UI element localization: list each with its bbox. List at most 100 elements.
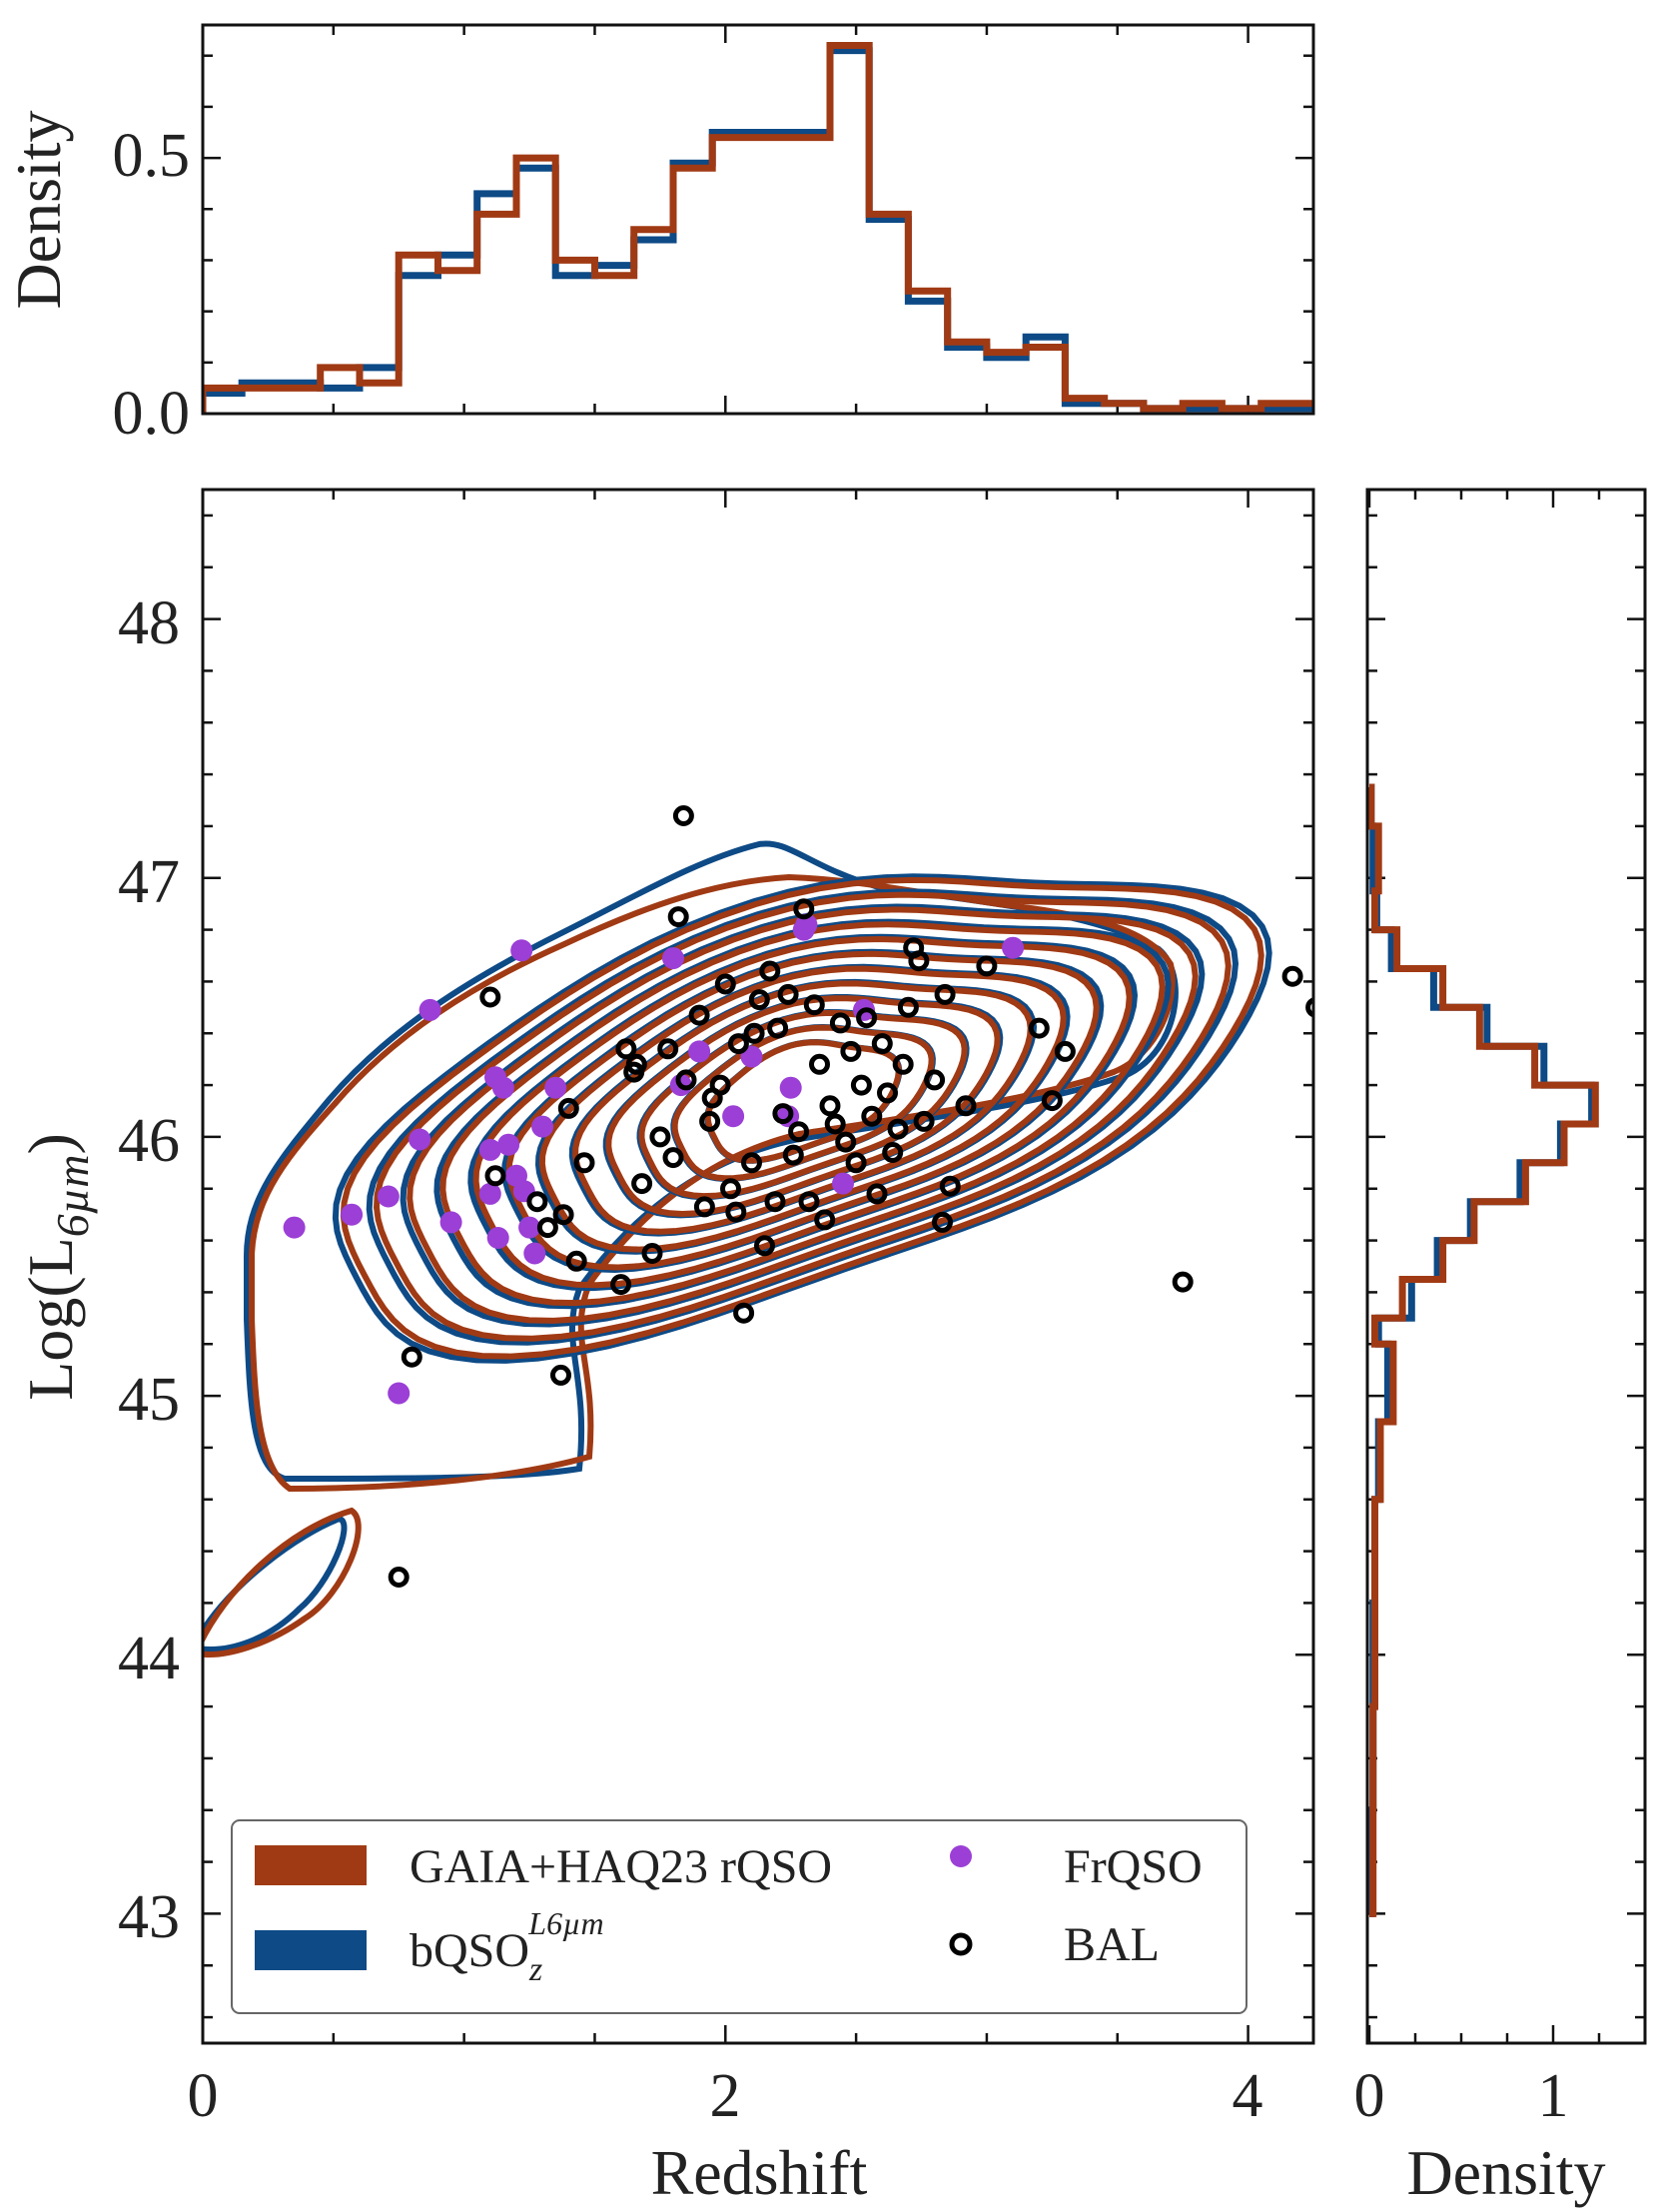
bal-point [725, 1201, 747, 1223]
frqso-point [377, 1185, 400, 1208]
legend-bal-marker [949, 1932, 973, 1956]
scatter-points [283, 805, 1313, 1588]
frqso-point [341, 1203, 364, 1226]
bal-point [798, 1191, 820, 1213]
frqso-point [439, 1211, 462, 1234]
main-ytick-label: 48 [118, 589, 180, 657]
main-ytick-label: 44 [118, 1625, 180, 1692]
legend-frqso-label: FrQSO [1064, 1840, 1203, 1893]
bal-point [782, 1144, 804, 1166]
kde-contours [203, 840, 1272, 1658]
bal-point [866, 1183, 888, 1205]
top-ylabel: Density [3, 110, 74, 309]
bal-point [759, 960, 781, 982]
frqso-point [497, 1133, 520, 1156]
top-axis-ticks [201, 25, 1313, 416]
bal-point [1281, 965, 1303, 987]
bal-point [861, 1105, 883, 1127]
bal-point [976, 955, 998, 977]
legend-rqso-label: GAIA+HAQ23 rQSO [410, 1840, 832, 1893]
rqso-contour [373, 891, 1232, 1342]
bal-point [913, 1110, 935, 1132]
bal-point [693, 1196, 715, 1218]
bal-point [484, 1165, 506, 1187]
bal-point [743, 1022, 765, 1044]
bal-point [649, 1126, 671, 1148]
bal-point [871, 1033, 893, 1055]
main-axis-ticks [201, 490, 1313, 2043]
frqso-point [478, 1138, 501, 1161]
bal-point [777, 983, 799, 1005]
bal-point [675, 1069, 697, 1091]
rqso-contour [203, 1507, 362, 1658]
right-histogram-series [1367, 783, 1599, 1917]
main-xlabel: Redshift [651, 2137, 868, 2208]
bal-point [536, 1217, 558, 1239]
bal-point [877, 1082, 898, 1104]
bal-point [829, 1012, 851, 1034]
bal-point [845, 1152, 867, 1174]
bal-point [835, 1131, 857, 1153]
bal-point [662, 1147, 684, 1169]
top-ytick-label: 0.5 [113, 122, 191, 190]
bal-point [814, 1209, 836, 1231]
legend-bqso-label: bQSOzL6µm [410, 1905, 604, 1988]
frqso-point [531, 1115, 554, 1138]
bal-point [688, 1004, 710, 1026]
bal-point [479, 986, 501, 1008]
frqso-point [662, 947, 684, 970]
rqso-contour [407, 906, 1199, 1324]
frqso-point [523, 1242, 546, 1265]
bal-point [631, 1173, 653, 1195]
bqso-contour [332, 873, 1272, 1364]
legend-bqso-swatch [255, 1930, 367, 1970]
bal-point [892, 1053, 914, 1075]
frqso-point [283, 1216, 306, 1239]
bal-point [772, 1103, 794, 1125]
frqso-point [740, 1045, 763, 1068]
frqso-point [409, 1128, 431, 1151]
bal-point [788, 1121, 810, 1143]
bal-point [932, 1211, 953, 1233]
main-xtick-label: 4 [1233, 2062, 1263, 2130]
frqso-point [518, 1216, 541, 1239]
rqso-contour [605, 995, 1001, 1218]
main-ytick-label: 47 [118, 848, 180, 916]
frqso-point [688, 1040, 711, 1063]
rqso-contour [538, 965, 1067, 1253]
bqso-contour [203, 1515, 348, 1653]
bal-point [672, 805, 694, 826]
top-panel-frame [201, 23, 1315, 416]
bal-point [908, 950, 930, 972]
frqso-point [779, 1076, 802, 1099]
bal-point [1054, 1040, 1076, 1062]
main-xtick-label: 2 [710, 2062, 741, 2130]
bal-point [557, 1097, 579, 1119]
frqso-point [478, 1182, 501, 1205]
bal-point [1172, 1271, 1194, 1293]
main-ylabel: Log(L6µm) [15, 1133, 98, 1401]
top-histogram-series [203, 42, 1313, 414]
main-ytick-label: 43 [118, 1883, 180, 1951]
frqso-point [722, 1105, 745, 1128]
rqso-histogram-right [1367, 783, 1599, 1917]
bal-point [882, 1142, 904, 1163]
bal-point [939, 1175, 961, 1197]
frqso-point [510, 939, 533, 962]
top-ytick-label: 0.0 [113, 380, 191, 448]
bal-point [741, 1152, 762, 1174]
bal-point [720, 1178, 741, 1200]
frqso-point [1002, 936, 1025, 959]
bal-point [767, 1017, 789, 1039]
rqso-contour [439, 921, 1166, 1307]
rqso-contour [340, 876, 1264, 1360]
bal-point [401, 1346, 422, 1368]
bal-point [714, 973, 736, 995]
bal-point [615, 1038, 637, 1060]
right-axis-ticks [1367, 490, 1645, 2043]
bal-point [388, 1567, 410, 1588]
bal-point [924, 1069, 946, 1091]
right-histogram-panel: 0 1 Density [1354, 488, 1647, 2208]
main-panel: 48 47 46 45 44 43 0 2 4 Redshift Log(L6µ… [15, 488, 1315, 2208]
